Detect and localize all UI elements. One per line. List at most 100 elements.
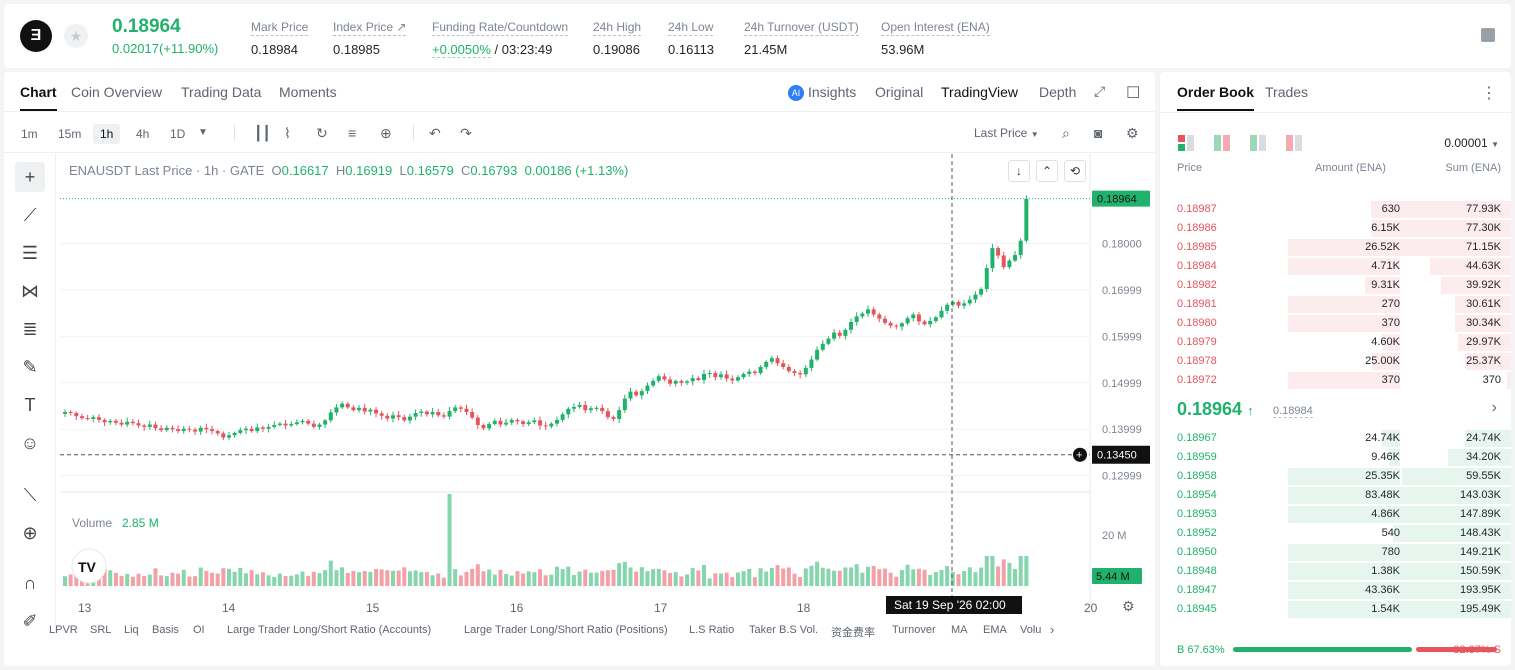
trend-line-icon[interactable]: ⟋: [23, 205, 37, 225]
ask-row[interactable]: 0.18978 25.00K 25.37K: [1160, 352, 1511, 371]
pencil-icon[interactable]: ✐: [22, 611, 38, 631]
indicator-volume[interactable]: Volu: [1020, 624, 1042, 636]
ask-row[interactable]: 0.18987 630 77.93K: [1160, 200, 1511, 219]
bid-row[interactable]: 0.18947 43.36K 193.95K: [1160, 581, 1511, 600]
axis-settings-icon: ⚙: [1122, 599, 1135, 614]
candle-body: [933, 317, 938, 321]
ask-row[interactable]: 0.18986 6.15K 77.30K: [1160, 219, 1511, 238]
ask-row[interactable]: 0.18982 9.31K 39.92K: [1160, 276, 1511, 295]
indicator-basis[interactable]: Basis: [152, 624, 179, 636]
tab-trades[interactable]: Trades: [1265, 84, 1309, 100]
brush-icon[interactable]: ✎: [22, 357, 38, 377]
bid-row[interactable]: 0.18958 25.35K 59.55K: [1160, 467, 1511, 486]
bid-row[interactable]: 0.18950 780 149.21K: [1160, 543, 1511, 562]
ask-row[interactable]: 0.18984 4.71K 44.63K: [1160, 257, 1511, 276]
tab-moments[interactable]: Moments: [279, 84, 337, 100]
favorite-star-icon[interactable]: ★: [64, 24, 88, 48]
crosshair-time-tag: [886, 596, 1022, 614]
candle-body: [588, 408, 593, 411]
price-type-select[interactable]: Last Price ▼: [974, 126, 1039, 140]
timeframe-1d[interactable]: 1D: [170, 127, 186, 141]
ask-row[interactable]: 0.18980 370 30.34K: [1160, 314, 1511, 333]
volume-bar: [673, 572, 678, 586]
indicator-taker-vol[interactable]: Taker B.S Vol.: [749, 624, 819, 636]
search-icon[interactable]: ⌕: [1062, 125, 1070, 141]
timeframe-1h[interactable]: 1h: [93, 124, 121, 144]
indicators-icon[interactable]: ⌇: [284, 125, 291, 141]
bid-row[interactable]: 0.18953 4.86K 147.89K: [1160, 505, 1511, 524]
stat-index-price[interactable]: Index Price ↗ 0.18985: [333, 18, 407, 57]
indicator-liq[interactable]: Liq: [124, 624, 139, 636]
refresh-icon[interactable]: ⟲: [1064, 160, 1086, 182]
bid-row[interactable]: 0.18948 1.38K 150.59K: [1160, 562, 1511, 581]
indicator-lt-accounts[interactable]: Large Trader Long/Short Ratio (Accounts): [227, 624, 432, 636]
tab-order-book[interactable]: Order Book: [1177, 84, 1255, 111]
view-bids-icon[interactable]: [1250, 135, 1266, 151]
ask-row[interactable]: 0.18981 270 30.61K: [1160, 295, 1511, 314]
horizontal-lines-icon[interactable]: ☰: [21, 243, 39, 263]
templates-icon[interactable]: ≡: [348, 125, 357, 141]
add-indicator-icon[interactable]: ⊕: [380, 125, 392, 141]
expand-icon[interactable]: ⤢: [1094, 83, 1106, 99]
view-asks-icon[interactable]: [1286, 135, 1302, 151]
chevron-right-icon[interactable]: ›: [1491, 399, 1497, 416]
indicator-lpvr[interactable]: LPVR: [49, 624, 78, 636]
bid-row[interactable]: 0.18952 540 148.43K: [1160, 524, 1511, 543]
timeframe-1m[interactable]: 1m: [21, 127, 38, 141]
text-tool-icon[interactable]: T: [24, 395, 36, 415]
view-original[interactable]: Original: [875, 84, 924, 100]
indicator-lt-positions[interactable]: Large Trader Long/Short Ratio (Positions…: [464, 624, 668, 636]
timeframe-4h[interactable]: 4h: [136, 127, 150, 141]
replay-icon[interactable]: ↻: [316, 125, 328, 141]
magnet-icon[interactable]: ∩: [23, 573, 37, 593]
camera-icon[interactable]: ◙: [1094, 125, 1103, 141]
candle-body: [826, 338, 831, 344]
indicator-ema[interactable]: EMA: [983, 624, 1007, 636]
redo-icon[interactable]: ↷: [460, 125, 472, 141]
timeframe-15m[interactable]: 15m: [58, 127, 82, 141]
bid-row[interactable]: 0.18954 83.48K 143.03K: [1160, 486, 1511, 505]
indicator-oi[interactable]: OI: [193, 624, 205, 636]
crosshair-icon[interactable]: +: [15, 162, 45, 192]
scroll-down-icon[interactable]: ↓: [1008, 160, 1030, 182]
chevron-down-icon[interactable]: ▼: [198, 127, 208, 138]
document-icon[interactable]: [1481, 28, 1495, 42]
precision-select[interactable]: 0.00001 ▼: [1444, 136, 1499, 150]
more-icon[interactable]: ⋮: [1481, 85, 1497, 102]
bid-row[interactable]: 0.18945 1.54K 195.49K: [1160, 600, 1511, 619]
zoom-in-icon[interactable]: ⊕: [22, 523, 38, 543]
candle-type-icon[interactable]: ┃┃: [254, 125, 271, 141]
row-price: 0.18987: [1177, 203, 1217, 215]
tab-trading-data[interactable]: Trading Data: [181, 84, 262, 100]
indicator-ma[interactable]: MA: [951, 624, 968, 636]
view-insights[interactable]: AI Insights: [788, 84, 856, 101]
view-depth[interactable]: Depth: [1039, 84, 1077, 100]
pattern-icon[interactable]: ⋈: [21, 281, 39, 301]
undo-icon[interactable]: ↶: [429, 125, 441, 141]
bid-row[interactable]: 0.18959 9.46K 34.20K: [1160, 448, 1511, 467]
tab-chart[interactable]: Chart: [20, 84, 57, 111]
fib-icon[interactable]: ≣: [22, 319, 38, 339]
gear-icon[interactable]: ⚙: [1126, 125, 1139, 141]
indicator-turnover[interactable]: Turnover: [892, 624, 936, 636]
ask-row[interactable]: 0.18979 4.60K 29.97K: [1160, 333, 1511, 352]
view-both-icon[interactable]: [1178, 135, 1194, 151]
ruler-icon[interactable]: ⟍: [23, 485, 37, 505]
ask-row[interactable]: 0.18985 26.52K 71.15K: [1160, 238, 1511, 257]
row-sum: 34.20K: [1466, 451, 1501, 463]
window-icon[interactable]: ☐: [1126, 85, 1141, 102]
chevron-right-icon[interactable]: ›: [1050, 622, 1055, 637]
view-tradingview[interactable]: TradingView: [941, 84, 1019, 100]
price-chart[interactable]: 0.18000 0.16999 0.15999 0.14999 0.13999 0.129…: [60, 154, 1155, 614]
collapse-icon[interactable]: ⌃: [1036, 160, 1058, 182]
emoji-icon[interactable]: ☺: [20, 433, 40, 453]
indicator-ls-ratio[interactable]: L.S Ratio: [689, 624, 735, 636]
volume-bar: [221, 568, 226, 586]
bid-row[interactable]: 0.18967 24.74K 24.74K: [1160, 429, 1511, 448]
candle-body: [198, 427, 203, 432]
ask-row[interactable]: 0.18972 370 370: [1160, 371, 1511, 390]
tab-coin-overview[interactable]: Coin Overview: [71, 84, 163, 100]
indicator-funding[interactable]: 资金费率: [831, 627, 875, 639]
view-mixed-icon[interactable]: [1214, 135, 1230, 151]
indicator-srl[interactable]: SRL: [90, 624, 112, 636]
